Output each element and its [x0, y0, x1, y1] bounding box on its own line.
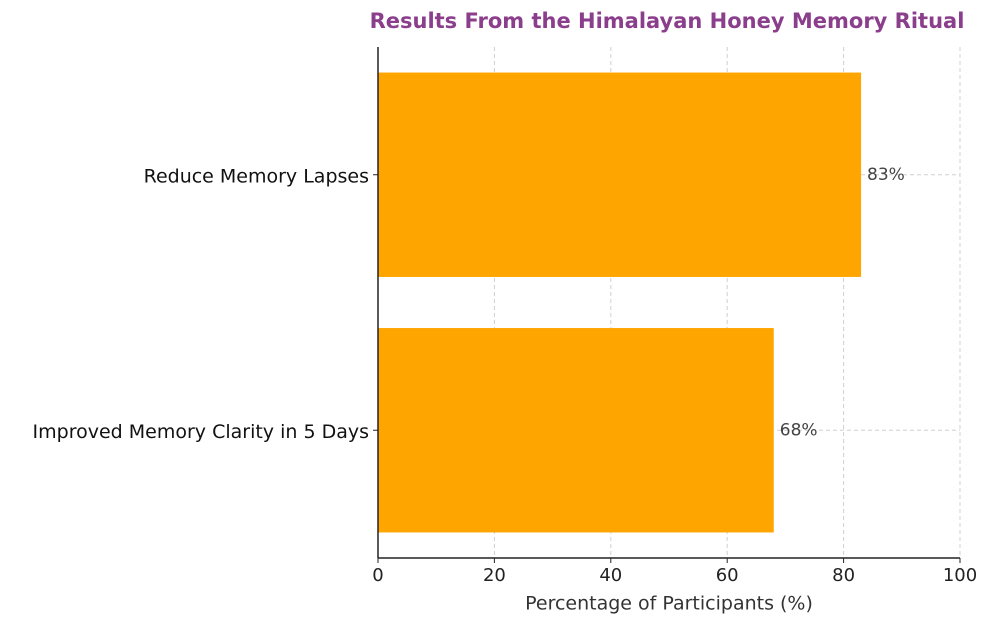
bar	[378, 72, 862, 277]
chart-title: Results From the Himalayan Honey Memory …	[370, 9, 965, 33]
x-tick-label: 20	[483, 565, 506, 586]
bar	[378, 328, 774, 533]
x-tick-label: 60	[716, 565, 739, 586]
value-label: 83%	[867, 165, 905, 185]
y-tick-label: Reduce Memory Lapses	[144, 165, 369, 187]
x-tick-label: 0	[372, 565, 383, 586]
x-tick-label: 100	[943, 565, 977, 586]
x-tick-label: 40	[599, 565, 622, 586]
y-tick-label: Improved Memory Clarity in 5 Days	[33, 421, 369, 443]
value-label: 68%	[780, 420, 818, 440]
x-axis-label: Percentage of Participants (%)	[525, 593, 813, 615]
x-tick-label: 80	[832, 565, 855, 586]
